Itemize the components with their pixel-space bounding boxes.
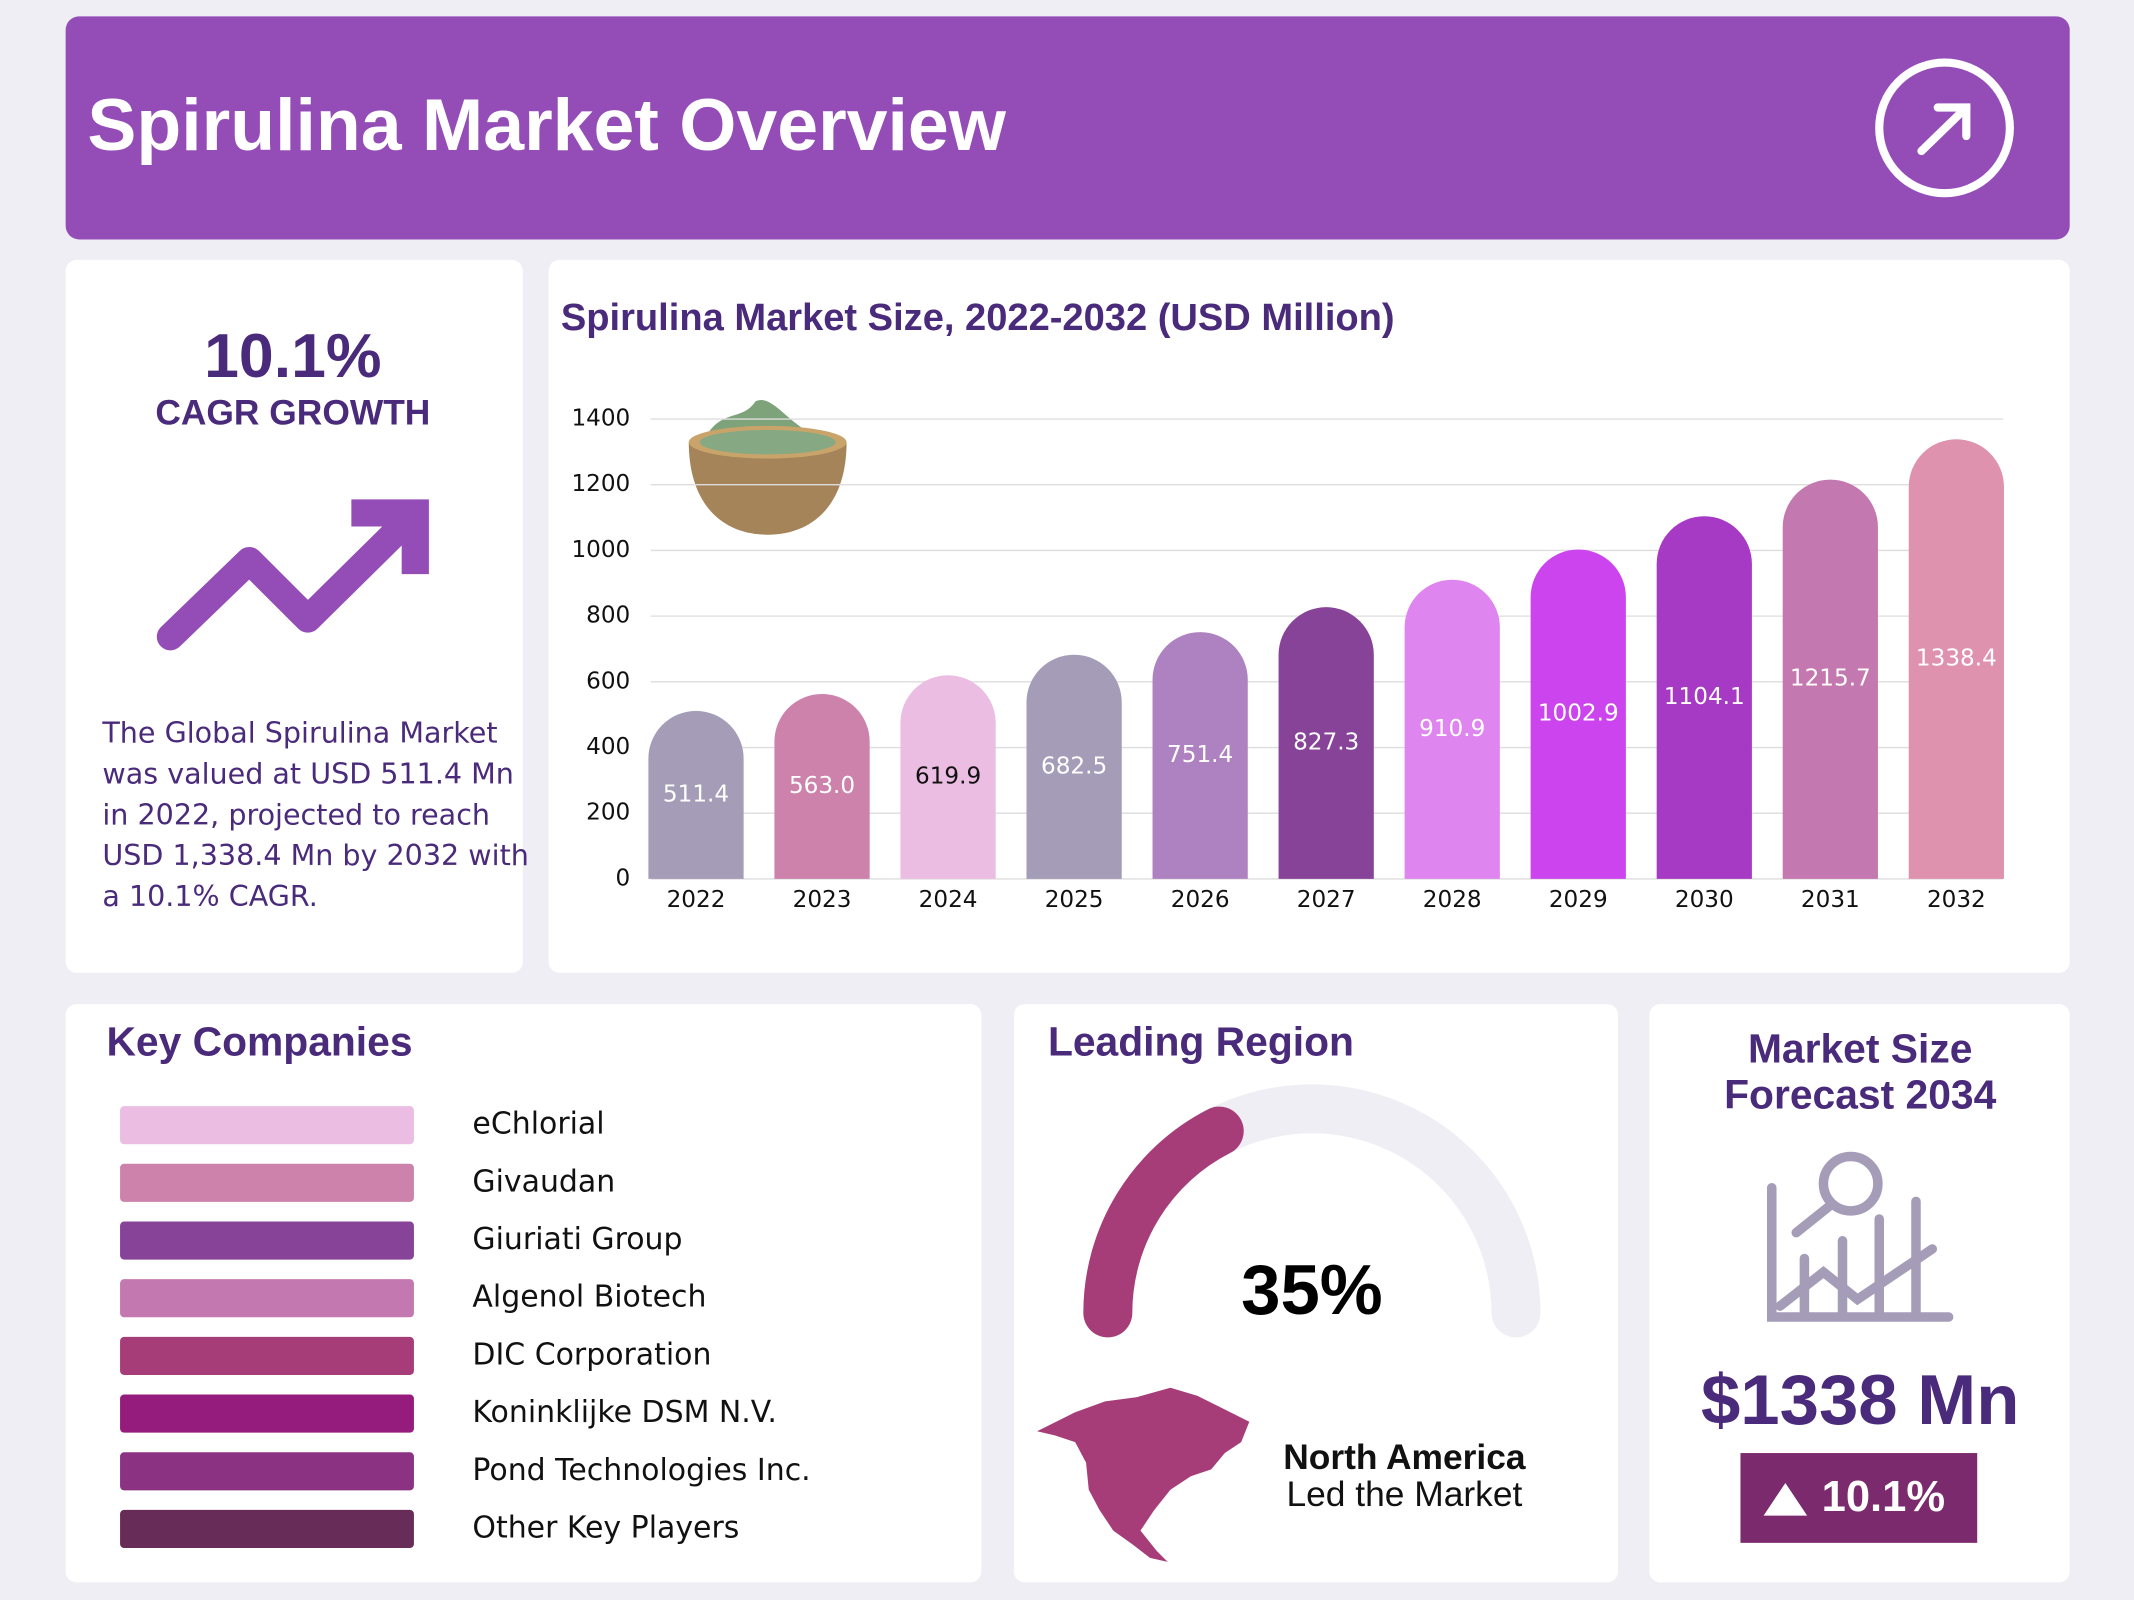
y-tick-label: 0 [616, 865, 631, 891]
bar [648, 710, 744, 879]
up-triangle [1763, 1482, 1808, 1516]
x-tick-label: 2029 [1549, 887, 1608, 913]
value-label: 827.3 [1293, 730, 1359, 756]
y-tick-label: 1000 [571, 537, 630, 563]
bar [1278, 607, 1374, 879]
region-name: North America [1283, 1438, 1526, 1477]
x-tick-label: 2023 [793, 887, 852, 913]
chart-title: Spirulina Market Size, 2022-2032 (USD Mi… [561, 297, 1395, 339]
x-tick-label: 2024 [919, 887, 978, 913]
bar [1908, 439, 2004, 879]
company-swatch [120, 1336, 414, 1375]
description-line: USD 1,338.4 Mn by 2032 with [102, 838, 529, 872]
y-tick-label: 1400 [571, 406, 630, 432]
description-line: in 2022, projected to reach [102, 797, 490, 831]
description-line: The Global Spirulina Market [101, 716, 497, 750]
company-name: DIC Corporation [472, 1337, 711, 1372]
value-label: 910.9 [1419, 716, 1485, 742]
cagr-value: 10.1% [204, 321, 381, 391]
forecast-title: Market Size [1748, 1025, 1972, 1071]
x-tick-label: 2031 [1801, 887, 1860, 913]
company-swatch [120, 1221, 414, 1260]
company-swatch [120, 1163, 414, 1202]
page-title: Spirulina Market Overview [87, 83, 1006, 166]
value-label: 751.4 [1167, 742, 1233, 768]
bar [1026, 654, 1122, 879]
value-label: 682.5 [1041, 753, 1107, 779]
bar [900, 675, 996, 879]
y-tick-label: 200 [586, 800, 630, 826]
company-name: eChlorial [472, 1107, 604, 1142]
x-tick-label: 2026 [1171, 887, 1230, 913]
companies-panel [65, 1004, 982, 1583]
value-label: 1002.9 [1538, 701, 1619, 727]
x-tick-label: 2025 [1045, 887, 1104, 913]
value-label: 1104.1 [1664, 684, 1745, 710]
companies-title: Key Companies [106, 1019, 412, 1065]
forecast-icon [1766, 1151, 1954, 1322]
region-share: 35% [1241, 1250, 1383, 1329]
value-label: 1215.7 [1790, 666, 1871, 692]
x-tick-label: 2027 [1297, 887, 1356, 913]
company-name: Givaudan [472, 1164, 615, 1199]
bar [1404, 579, 1500, 879]
x-tick-label: 2030 [1675, 887, 1734, 913]
forecast-growth: 10.1% [1822, 1473, 1945, 1521]
company-swatch [120, 1452, 414, 1491]
value-label: 619.9 [915, 764, 981, 790]
bar [1656, 516, 1752, 879]
value-label: 1338.4 [1916, 646, 1997, 672]
region-caption: Led the Market [1286, 1475, 1522, 1514]
value-label: 511.4 [663, 781, 729, 807]
forecast-title: Forecast 2034 [1724, 1072, 1996, 1118]
company-swatch [120, 1106, 414, 1145]
bar [1152, 632, 1248, 879]
company-name: Giuriati Group [472, 1222, 682, 1257]
header-bar [65, 16, 2070, 240]
bar [774, 693, 870, 879]
north-america-map [1037, 1387, 1250, 1562]
description-line: a 10.1% CAGR. [102, 879, 317, 913]
x-tick-label: 2022 [667, 887, 726, 913]
x-tick-label: 2032 [1927, 887, 1986, 913]
description-line: was valued at USD 511.4 Mn [102, 757, 514, 791]
bar [1782, 479, 1878, 879]
y-tick-label: 400 [586, 734, 630, 760]
y-tick-label: 1200 [571, 471, 630, 497]
value-label: 563.0 [789, 773, 855, 799]
company-name: Other Key Players [472, 1510, 739, 1545]
forecast-value: $1338 Mn [1701, 1360, 2019, 1439]
y-tick-label: 800 [586, 603, 630, 629]
company-swatch [120, 1394, 414, 1433]
company-name: Algenol Biotech [472, 1280, 706, 1315]
cagr-label: CAGR GROWTH [155, 393, 430, 432]
header-icon[interactable] [1875, 58, 2014, 198]
company-name: Koninklijke DSM N.V. [472, 1395, 777, 1430]
bar [1530, 549, 1626, 879]
gauge-value [1083, 1106, 1244, 1338]
region-title: Leading Region [1048, 1019, 1354, 1065]
growth-arrow [156, 499, 429, 651]
company-swatch [120, 1279, 414, 1318]
bowl-illustration [688, 400, 847, 535]
y-tick-label: 600 [586, 668, 630, 694]
company-swatch [120, 1509, 414, 1549]
x-tick-label: 2028 [1423, 887, 1482, 913]
company-name: Pond Technologies Inc. [472, 1453, 810, 1488]
